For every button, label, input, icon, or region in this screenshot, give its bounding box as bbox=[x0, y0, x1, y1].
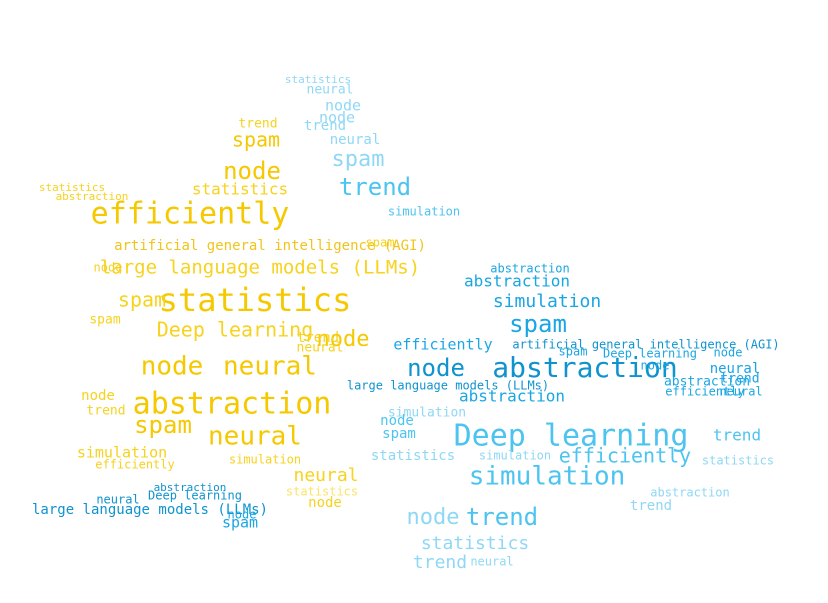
word: simulation bbox=[493, 291, 601, 312]
word: trend bbox=[86, 404, 125, 419]
word: statistics bbox=[192, 180, 288, 199]
fish-shape-words: Deep learning abstraction simulation nod… bbox=[285, 73, 780, 573]
word: artificial general intelligence (AGI) bbox=[114, 238, 426, 254]
word: statistics bbox=[286, 485, 358, 499]
word: trend bbox=[304, 118, 346, 134]
word: abstraction bbox=[490, 262, 569, 276]
word: node bbox=[407, 505, 460, 530]
word: simulation bbox=[77, 444, 167, 462]
word: neural bbox=[96, 493, 139, 507]
word: node bbox=[641, 359, 670, 373]
word: large language models (LLMs) bbox=[347, 379, 549, 393]
word: trend bbox=[713, 426, 761, 445]
word: abstraction bbox=[664, 375, 750, 390]
word: node bbox=[308, 495, 342, 511]
word: node bbox=[380, 413, 414, 429]
word: node bbox=[228, 508, 257, 522]
word: spam bbox=[559, 345, 588, 359]
word: node bbox=[94, 261, 123, 275]
word: statistics bbox=[285, 73, 351, 86]
word: neural bbox=[208, 422, 302, 452]
word: simulation bbox=[469, 462, 626, 492]
word: node bbox=[223, 157, 281, 185]
word: spam bbox=[332, 147, 385, 172]
word: artificial general intelligence (AGI) bbox=[512, 338, 779, 352]
word: statistics bbox=[702, 454, 774, 468]
word: simulation bbox=[388, 406, 466, 421]
word: node bbox=[319, 109, 355, 127]
word: Deep learning bbox=[148, 489, 242, 503]
word: spam bbox=[509, 310, 567, 338]
word: trend bbox=[466, 503, 538, 531]
word: node bbox=[141, 352, 204, 382]
word: neural bbox=[297, 341, 344, 356]
word: spam bbox=[366, 236, 395, 250]
word: efficiently bbox=[393, 336, 492, 354]
word: simulation bbox=[479, 449, 551, 463]
word: statistics bbox=[159, 281, 352, 319]
word: simulation bbox=[388, 205, 460, 219]
word: spam bbox=[134, 411, 192, 439]
word: abstraction bbox=[133, 387, 332, 422]
word: efficiently bbox=[559, 444, 691, 468]
word: node bbox=[81, 388, 115, 404]
word: statistics bbox=[421, 533, 529, 554]
word: neural bbox=[470, 555, 513, 569]
word: node bbox=[325, 97, 361, 115]
word: node bbox=[317, 327, 370, 352]
word: neural bbox=[307, 83, 354, 98]
word: trend bbox=[297, 330, 339, 346]
star-shape-words: efficiently statistics spam node neural … bbox=[32, 117, 426, 532]
word: simulation bbox=[229, 453, 301, 467]
word: node bbox=[714, 346, 743, 360]
word: trend bbox=[339, 173, 411, 201]
word: Deep learning bbox=[454, 419, 689, 454]
word: node bbox=[407, 354, 465, 382]
word: trend bbox=[720, 372, 759, 387]
word: trend bbox=[413, 552, 467, 573]
word: spam bbox=[89, 313, 120, 328]
word: neural bbox=[710, 361, 761, 377]
word: spam bbox=[222, 514, 258, 532]
word: abstraction bbox=[492, 351, 677, 384]
word: trend bbox=[238, 117, 277, 132]
word: abstraction bbox=[650, 486, 729, 500]
word: efficiently bbox=[91, 197, 290, 232]
word: large language models (LLMs) bbox=[100, 257, 420, 279]
word: statistics bbox=[39, 181, 105, 194]
word: neural bbox=[719, 385, 762, 399]
word: neural bbox=[330, 132, 381, 148]
word: abstraction bbox=[459, 387, 565, 406]
word: abstraction bbox=[464, 272, 570, 291]
word: neural bbox=[223, 352, 317, 382]
word: abstraction bbox=[56, 190, 129, 203]
word: Deep learning bbox=[603, 347, 697, 361]
word: large language models (LLMs) bbox=[32, 502, 268, 518]
word: efficiently bbox=[95, 458, 174, 472]
word: neural bbox=[293, 465, 358, 486]
word: spam bbox=[232, 128, 280, 152]
word: efficiently bbox=[665, 385, 744, 399]
word: spam bbox=[118, 288, 166, 312]
word: trend bbox=[630, 498, 672, 514]
word: spam bbox=[382, 426, 416, 442]
word: abstraction bbox=[154, 481, 227, 494]
word: statistics bbox=[371, 448, 455, 464]
word: Deep learning bbox=[157, 318, 314, 342]
